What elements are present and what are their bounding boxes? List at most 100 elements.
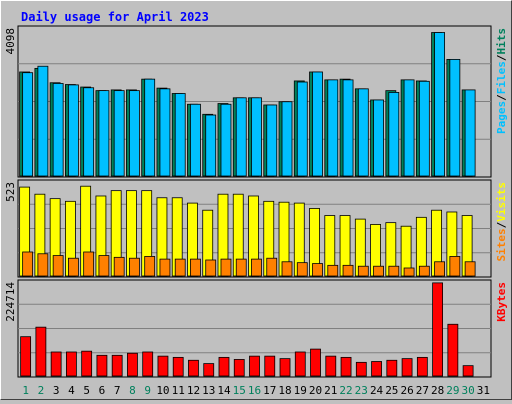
bar-sites (205, 259, 217, 277)
bar-sites (190, 258, 201, 277)
day-label: 16 (248, 384, 261, 397)
bar-files (190, 103, 201, 177)
day-label: 22 (339, 384, 352, 397)
panel-hits_files-legend: Pages/Files/Hits (495, 28, 508, 134)
day-label: 31 (477, 384, 490, 397)
bar-files (98, 90, 110, 177)
day-label: 24 (370, 384, 384, 397)
bar-sites (37, 253, 49, 277)
bar-kbytes (218, 356, 230, 377)
day-label: 17 (263, 384, 276, 397)
day-label: 4 (68, 384, 75, 397)
bar-kbytes (127, 352, 138, 377)
bar-sites (68, 257, 79, 277)
day-label: 3 (53, 384, 60, 397)
bar-files (281, 101, 293, 177)
bar-kbytes (264, 355, 276, 377)
bar-files (418, 80, 430, 177)
bar-sites (327, 264, 339, 277)
bar-files (342, 79, 354, 177)
day-label: 29 (446, 384, 459, 397)
bar-files (113, 90, 125, 177)
bar-kbytes (386, 359, 398, 377)
bar-files (373, 99, 384, 177)
bar-files (205, 114, 217, 177)
day-label: 10 (156, 384, 169, 397)
bar-kbytes (325, 355, 337, 377)
bar-sites (220, 258, 232, 277)
bar-kbytes (66, 351, 77, 377)
bar-sites (449, 256, 461, 277)
bar-kbytes (340, 356, 352, 377)
bar-files (403, 79, 415, 177)
day-label: 1 (22, 384, 29, 397)
day-label: 8 (129, 384, 136, 397)
day-label: 18 (278, 384, 291, 397)
bar-sites (434, 261, 445, 277)
bar-files (235, 97, 247, 177)
chart-title: Daily usage for April 2023 (21, 10, 209, 24)
panel-visits_sites: 523 Sites/Visits (4, 179, 508, 278)
panel-kbytes-legend: KBytes (495, 282, 508, 322)
bar-sites (266, 257, 278, 277)
bar-files (159, 88, 171, 177)
bar-sites (403, 267, 415, 277)
bar-kbytes (462, 365, 474, 377)
legend-entry: Pages (495, 101, 508, 134)
bar-kbytes (310, 348, 321, 377)
bar-kbytes (188, 359, 199, 377)
day-label: 23 (355, 384, 368, 397)
bar-sites (174, 258, 186, 277)
bar-kbytes (96, 354, 108, 377)
bar-kbytes (111, 354, 123, 377)
x-axis-day-labels: 1 2 3 4 5 6 7 8 9 10 11 12 13 14 15 16 17 18 19 20 21 22 23 24 2… (22, 384, 490, 397)
day-label: 13 (202, 384, 215, 397)
bar-files (83, 87, 95, 177)
legend-entry: / (495, 54, 508, 61)
bar-files (388, 92, 400, 177)
bar-files (327, 79, 339, 177)
legend-entry: Hits (495, 28, 508, 55)
bar-sites (159, 258, 171, 277)
bar-sites (418, 265, 430, 277)
day-label: 14 (217, 384, 231, 397)
bar-sites (373, 265, 384, 277)
day-label: 11 (172, 384, 185, 397)
bar-kbytes (432, 282, 443, 377)
bar-kbytes (416, 356, 428, 377)
bar-sites (281, 261, 293, 277)
bar-files (357, 88, 369, 177)
bar-files (144, 78, 156, 177)
day-label: 25 (385, 384, 398, 397)
legend-entry: / (495, 94, 508, 101)
bar-sites (312, 263, 323, 277)
panel-kbytes-max-label: 224714 (4, 282, 17, 322)
legend-entry: Files (495, 61, 508, 94)
bar-kbytes (294, 351, 306, 377)
bar-files (296, 81, 308, 177)
bar-sites (83, 251, 95, 277)
bar-files (312, 71, 323, 177)
bar-sites (296, 262, 308, 277)
bar-sites (52, 255, 64, 277)
day-label: 12 (187, 384, 200, 397)
bar-files (251, 97, 262, 177)
bar-sites (113, 256, 125, 277)
bar-sites (129, 257, 140, 277)
bar-kbytes (233, 359, 245, 377)
day-label: 7 (114, 384, 121, 397)
panel-visits_sites-legend: Sites/Visits (495, 182, 508, 262)
bar-files (37, 65, 49, 177)
bar-files (52, 83, 64, 177)
legend-entry: / (495, 221, 508, 228)
bar-kbytes (142, 351, 154, 377)
bar-files (449, 59, 461, 177)
bar-kbytes (355, 361, 367, 377)
panel-visits_sites-max-label: 523 (4, 182, 17, 202)
bar-sites (342, 264, 354, 277)
day-label: 30 (461, 384, 474, 397)
bar-kbytes (50, 351, 62, 377)
day-label: 5 (83, 384, 90, 397)
bar-files (129, 90, 140, 177)
